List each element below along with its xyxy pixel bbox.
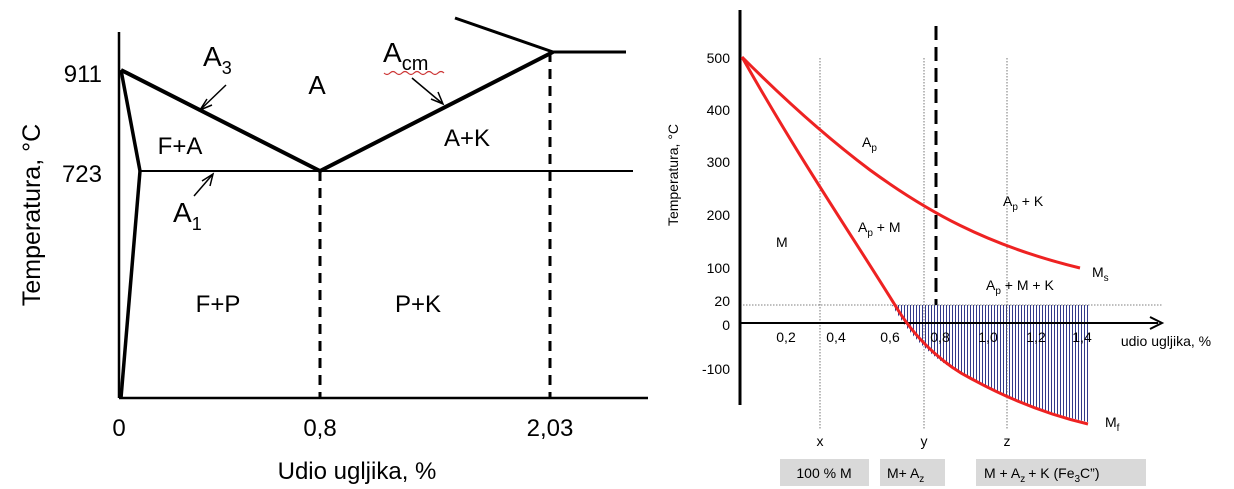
acm-arrow: [411, 77, 444, 105]
a3-arrow-head: [198, 98, 213, 112]
region-m: M: [776, 234, 788, 250]
hatched-region: [892, 305, 1088, 422]
tick-2-03: 2,03: [527, 415, 574, 442]
tick-20: 20: [714, 293, 730, 309]
region-a-k: A+K: [444, 125, 490, 152]
tick-1-0: 1,0: [978, 329, 998, 345]
tick-0: 0: [112, 415, 125, 442]
point-x: x: [817, 433, 824, 449]
left-phase-diagram: 911 723 0 0,8 2,03 Temperatura, °C Udio …: [18, 16, 648, 485]
tick-1-2: 1,2: [1026, 329, 1046, 345]
box-m-az: [880, 459, 945, 486]
acm-line: [319, 50, 554, 173]
label-mf: Mf: [1105, 414, 1120, 434]
box-100-m: [780, 459, 869, 486]
box-m-az-text: M+ Az: [887, 465, 924, 485]
region-a: A: [308, 70, 326, 100]
tick-500: 500: [707, 50, 731, 66]
region-p-k: P+K: [395, 291, 441, 318]
region-ap-k: Ap + K: [1003, 193, 1044, 213]
ms-curve: [740, 55, 1081, 270]
tick-400: 400: [707, 102, 731, 118]
tick-0-8: 0,8: [930, 329, 950, 345]
region-f-p: F+P: [196, 291, 241, 318]
tick-1-4: 1,4: [1072, 329, 1092, 345]
right-martensite-diagram: 500 400 300 200 100 20 0 -100 0,2 0,4 0,…: [665, 10, 1211, 486]
left-x-axis-label: Udio ugljika, %: [278, 458, 437, 485]
a3-line: [120, 68, 321, 173]
region-ap-m: Ap + M: [858, 219, 901, 239]
ferrite-line-lower: [119, 170, 142, 399]
acm-arrow-head: [430, 91, 445, 106]
box-m-az-k: [976, 459, 1146, 486]
tick-100: 100: [707, 260, 731, 276]
x-axis-arrow: [1149, 316, 1165, 330]
label-a3: A3: [203, 41, 232, 78]
tick-0-4: 0,4: [826, 329, 846, 345]
label-acm: Acm: [383, 37, 428, 75]
region-f-a: F+A: [158, 133, 203, 160]
label-ms: Ms: [1092, 264, 1109, 284]
tick-0-6: 0,6: [880, 329, 900, 345]
point-z: z: [1004, 433, 1011, 449]
right-y-axis-label: Temperatura, °C: [665, 124, 681, 226]
tick-0-8: 0,8: [303, 415, 336, 442]
box-m-az-k-text: M + Az + K (Fe3C”): [984, 465, 1099, 485]
tick-0-2: 0,2: [776, 329, 796, 345]
a1-arrow-head: [201, 172, 215, 187]
tick-300: 300: [707, 154, 731, 170]
box-100-m-text: 100 % M: [796, 465, 851, 481]
tick-200: 200: [707, 207, 731, 223]
tick-minus-100: -100: [702, 361, 730, 377]
a3-arrow: [199, 84, 227, 111]
point-y: y: [921, 433, 928, 449]
right-x-axis-label: udio ugljika, %: [1121, 333, 1211, 349]
upper-line: [454, 16, 554, 54]
region-ap: Ap: [862, 134, 877, 154]
ferrite-line-upper: [119, 69, 142, 172]
mf-curve: [740, 56, 1089, 426]
label-a1: A1: [173, 197, 202, 234]
tick-723: 723: [62, 161, 102, 188]
acm-underline: [383, 70, 445, 76]
tick-911: 911: [64, 61, 102, 88]
a1-arrow: [193, 173, 214, 197]
tick-0: 0: [722, 317, 730, 333]
left-y-axis-label: Temperatura, °C: [18, 124, 46, 306]
region-ap-m-k: Ap + M + K: [986, 277, 1054, 297]
